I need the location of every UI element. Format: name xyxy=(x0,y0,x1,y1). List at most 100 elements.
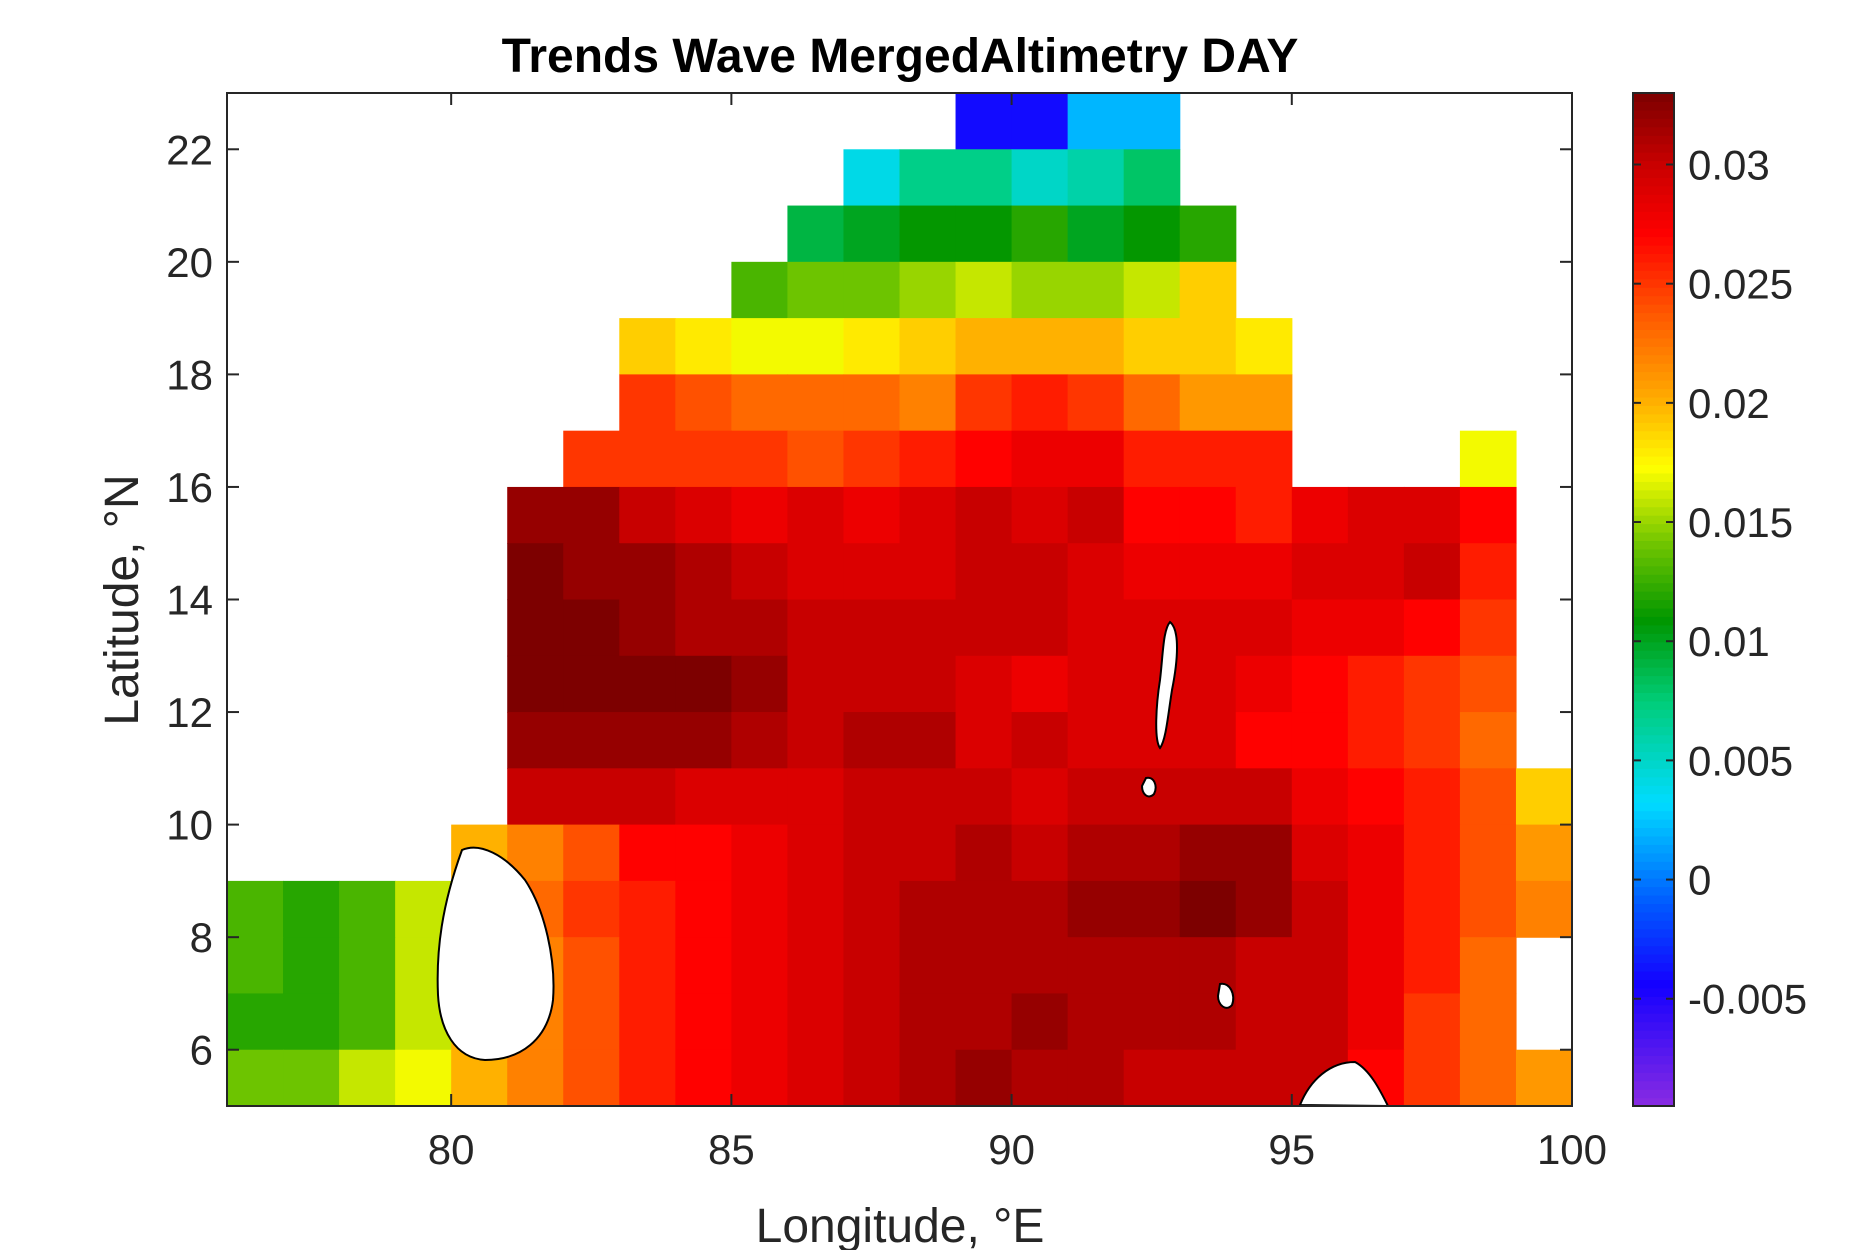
colorbar-segment xyxy=(1633,852,1674,862)
colorbar-segment xyxy=(1633,574,1674,584)
heatmap-cell xyxy=(1235,880,1293,938)
heatmap-cell xyxy=(563,824,620,882)
colorbar-segment xyxy=(1633,1046,1674,1056)
colorbar-segment xyxy=(1633,523,1674,533)
colorbar-segment xyxy=(1633,920,1674,930)
colorbar-segment xyxy=(1633,1072,1674,1082)
colorbar-tick-label: 0.005 xyxy=(1688,737,1793,784)
colorbar-segment xyxy=(1633,692,1674,702)
heatmap-cell xyxy=(563,486,620,544)
colorbar-segment xyxy=(1633,439,1674,449)
heatmap-cell xyxy=(1011,486,1069,544)
heatmap-cell xyxy=(619,430,676,488)
colorbar-segment xyxy=(1633,287,1674,297)
heatmap-cell xyxy=(1011,149,1069,207)
heatmap-cell xyxy=(955,149,1013,207)
heatmap-cell xyxy=(563,937,620,995)
heatmap-cell xyxy=(1403,768,1461,826)
heatmap-cell xyxy=(787,655,845,713)
heatmap-cell xyxy=(1123,824,1181,882)
heatmap-cell xyxy=(1235,712,1293,769)
colorbar-segment xyxy=(1633,135,1674,145)
heatmap-cell xyxy=(787,599,845,657)
x-tick-label: 100 xyxy=(1537,1126,1607,1173)
colorbar-segment xyxy=(1633,835,1674,845)
colorbar-segment xyxy=(1633,118,1674,128)
heatmap-cell xyxy=(1291,824,1349,882)
heatmap-cell xyxy=(1347,655,1405,713)
heatmap-cell xyxy=(843,318,901,375)
colorbar-segment xyxy=(1633,650,1674,660)
heatmap-cell xyxy=(899,205,957,263)
colorbar-segment xyxy=(1633,93,1674,103)
heatmap-cell xyxy=(563,1049,620,1107)
heatmap-cell xyxy=(507,712,564,769)
colorbar-tick-label: 0.025 xyxy=(1688,261,1793,308)
colorbar-segment xyxy=(1633,363,1674,373)
x-tick-label: 95 xyxy=(1268,1126,1315,1173)
colorbar-segment xyxy=(1633,371,1674,381)
heatmap-cell xyxy=(675,655,732,713)
heatmap-cell xyxy=(1011,655,1069,713)
colorbar-segment xyxy=(1633,160,1674,170)
colorbar-segment xyxy=(1633,768,1674,778)
colorbar-segment xyxy=(1633,818,1674,829)
heatmap-cell xyxy=(787,824,845,882)
heatmap-cell xyxy=(1459,993,1517,1051)
heatmap-cell xyxy=(843,205,901,263)
heatmap-cell xyxy=(619,655,676,713)
heatmap-cell xyxy=(1459,486,1517,544)
colorbar-segment xyxy=(1633,743,1674,753)
heatmap-cell xyxy=(675,374,732,432)
heatmap-cell xyxy=(675,430,732,488)
heatmap-cell xyxy=(675,1049,732,1107)
colorbar-segment xyxy=(1633,962,1674,972)
heatmap-cell xyxy=(843,430,901,488)
colorbar-frame xyxy=(1632,92,1675,1107)
heatmap-cell xyxy=(1347,993,1405,1051)
heatmap-cell xyxy=(1179,261,1237,319)
heatmap-cell xyxy=(619,993,676,1051)
heatmap-cell xyxy=(1235,374,1293,432)
heatmap-cell xyxy=(619,318,676,375)
colorbar-segment xyxy=(1633,726,1674,736)
heatmap-cell xyxy=(1067,768,1125,826)
heatmap-cell xyxy=(1123,205,1181,263)
heatmap-cell xyxy=(339,1049,396,1107)
heatmap-cell xyxy=(1235,1049,1293,1107)
heatmap-cell xyxy=(955,205,1013,263)
heatmap-cell xyxy=(507,1049,564,1107)
colorbar-segment xyxy=(1633,515,1674,525)
colorbar-segment xyxy=(1633,1021,1674,1031)
colorbar-segment xyxy=(1633,498,1674,508)
heatmap-cell xyxy=(1179,318,1237,375)
heatmap-cell xyxy=(1515,880,1573,938)
heatmap-cell xyxy=(843,712,901,769)
colorbar-segment xyxy=(1633,700,1674,710)
heatmap-cell xyxy=(1067,486,1125,544)
heatmap-cell xyxy=(731,374,789,432)
y-tick-label: 12 xyxy=(166,689,213,736)
colorbar-segment xyxy=(1633,607,1674,617)
heatmap-cell xyxy=(1067,430,1125,488)
heatmap-cell xyxy=(1403,880,1461,938)
heatmap-cell xyxy=(955,261,1013,319)
heatmap-cell xyxy=(955,655,1013,713)
heatmap-cell xyxy=(675,599,732,657)
heatmap-cell xyxy=(843,1049,901,1107)
heatmap-cell xyxy=(1347,880,1405,938)
heatmap-cell xyxy=(1011,599,1069,657)
heatmap-cell xyxy=(1347,543,1405,601)
colorbar-segment xyxy=(1633,506,1674,516)
colorbar-segment xyxy=(1633,472,1674,482)
heatmap-cell xyxy=(787,1049,845,1107)
heatmap-cell xyxy=(731,712,789,769)
colorbar-segment xyxy=(1633,346,1674,356)
heatmap-cell xyxy=(1067,149,1125,207)
heatmap-cell xyxy=(619,712,676,769)
heatmap-cell xyxy=(1459,599,1517,657)
heatmap-cell xyxy=(675,318,732,375)
heatmap-cell xyxy=(1459,880,1517,938)
colorbar-segment xyxy=(1633,861,1674,871)
heatmap-cell xyxy=(731,937,789,995)
